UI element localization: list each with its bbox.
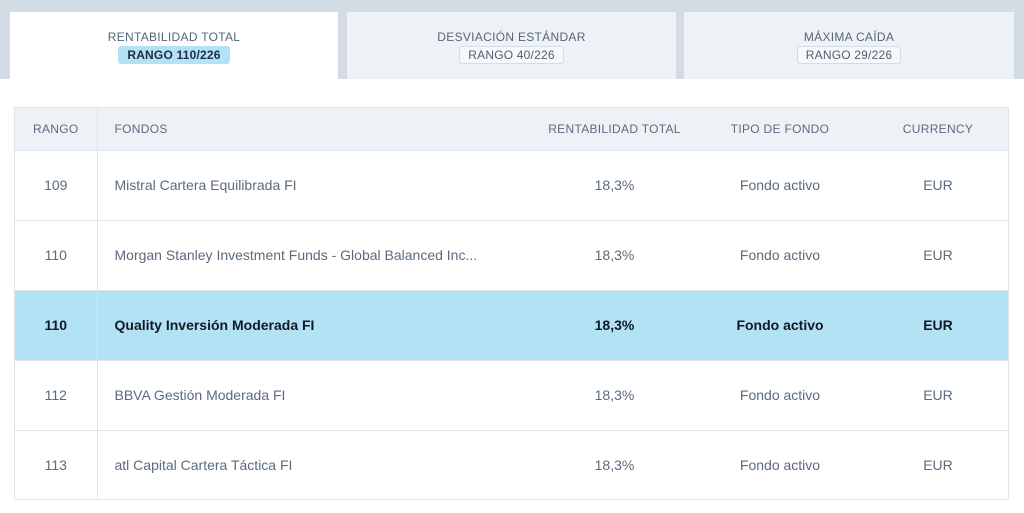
tab-title: MÁXIMA CAÍDA	[803, 30, 895, 44]
tab-rentabilidad-total[interactable]: RENTABILIDAD TOTAL RANGO 110/226	[10, 12, 338, 79]
table-row[interactable]: 109 Mistral Cartera Equilibrada FI 18,3%…	[15, 150, 1008, 221]
table-row[interactable]: 113 atl Capital Cartera Táctica FI 18,3%…	[15, 430, 1008, 500]
table-row-highlighted[interactable]: 110 Quality Inversión Moderada FI 18,3% …	[15, 290, 1008, 361]
cell-fund-type: Fondo activo	[692, 290, 868, 361]
tab-desviacion-estandar[interactable]: DESVIACIÓN ESTÁNDAR RANGO 40/226	[347, 12, 676, 79]
header-fund[interactable]: FONDOS	[97, 108, 537, 151]
cell-currency: EUR	[923, 457, 953, 474]
cell-return: 18,3%	[537, 220, 692, 291]
cell-return: 18,3%	[594, 457, 635, 474]
cell-rank: 110	[15, 220, 98, 291]
cell-currency: EUR	[868, 290, 1008, 361]
cell-rank: 110	[15, 290, 98, 361]
tab-title: RENTABILIDAD TOTAL	[107, 30, 241, 44]
rank-badge: RANGO 110/226	[118, 46, 230, 64]
rank-badge: RANGO 29/226	[796, 46, 902, 64]
header-fund-type[interactable]: TIPO DE FONDO	[692, 108, 868, 151]
cell-currency: EUR	[868, 150, 1008, 221]
table-row[interactable]: 112 BBVA Gestión Moderada FI 18,3% Fondo…	[15, 360, 1008, 431]
header-return[interactable]: RENTABILIDAD TOTAL	[537, 108, 692, 151]
cell-fund-name[interactable]: atl Capital Cartera Táctica FI	[114, 457, 293, 474]
tab-maxima-caida[interactable]: MÁXIMA CAÍDA RANGO 29/226	[684, 12, 1014, 79]
table-header-row: RANGO FONDOS RENTABILIDAD TOTAL TIPO DE …	[15, 108, 1008, 151]
metric-tabs: RENTABILIDAD TOTAL RANGO 110/226 DESVIAC…	[0, 0, 1024, 79]
cell-currency: EUR	[868, 220, 1008, 291]
cell-fund-type: Fondo activo	[692, 150, 868, 221]
cell-fund-name[interactable]: Mistral Cartera Equilibrada FI	[97, 150, 537, 221]
cell-rank: 109	[15, 150, 98, 221]
rank-badge: RANGO 40/226	[459, 46, 564, 64]
header-currency[interactable]: CURRENCY	[868, 108, 1008, 151]
cell-fund-type: Fondo activo	[692, 220, 868, 291]
cell-return: 18,3%	[537, 290, 692, 361]
header-rank[interactable]: RANGO	[15, 108, 98, 151]
funds-table: RANGO FONDOS RENTABILIDAD TOTAL TIPO DE …	[14, 107, 1009, 500]
cell-return: 18,3%	[537, 150, 692, 221]
cell-fund-name[interactable]: BBVA Gestión Moderada FI	[97, 360, 537, 431]
cell-fund-name[interactable]: Morgan Stanley Investment Funds - Global…	[97, 220, 537, 291]
cell-return: 18,3%	[537, 360, 692, 431]
cell-fund-type: Fondo activo	[692, 360, 868, 431]
table-row[interactable]: 110 Morgan Stanley Investment Funds - Gl…	[15, 220, 1008, 291]
cell-fund-name[interactable]: Quality Inversión Moderada FI	[97, 290, 537, 361]
tab-title: DESVIACIÓN ESTÁNDAR	[437, 30, 586, 44]
cell-currency: EUR	[868, 360, 1008, 431]
cell-fund-type: Fondo activo	[739, 457, 821, 474]
cell-rank: 113	[15, 430, 98, 500]
cell-rank: 112	[15, 360, 98, 431]
